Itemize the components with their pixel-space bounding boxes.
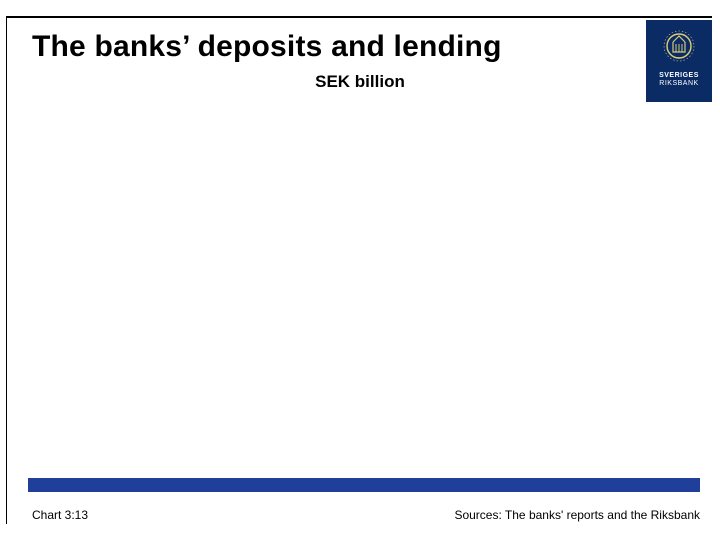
chart-number-label: Chart 3:13 xyxy=(32,508,88,522)
chart-body-placeholder xyxy=(28,100,700,474)
bottom-accent-bar xyxy=(28,478,700,492)
page-subtitle: SEK billion xyxy=(0,72,720,92)
left-border-rule xyxy=(6,16,7,524)
riksbank-logo: SVERIGES RIKSBANK xyxy=(646,20,712,102)
sources-label: Sources: The banks' reports and the Riks… xyxy=(454,508,700,522)
logo-text-line2: RIKSBANK xyxy=(659,80,699,88)
top-border-rule xyxy=(6,16,712,18)
page-title: The banks’ deposits and lending xyxy=(32,30,502,64)
logo-text-line1: SVERIGES xyxy=(659,72,699,80)
riksbank-crest-icon xyxy=(659,28,699,68)
riksbank-logo-text: SVERIGES RIKSBANK xyxy=(659,72,699,87)
